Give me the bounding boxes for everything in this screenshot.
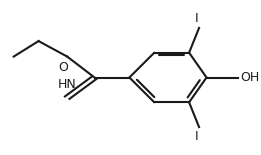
Text: I: I [195,130,198,143]
Text: O: O [58,61,68,74]
Text: I: I [195,12,198,25]
Text: HN: HN [58,78,76,91]
Text: OH: OH [240,71,259,84]
